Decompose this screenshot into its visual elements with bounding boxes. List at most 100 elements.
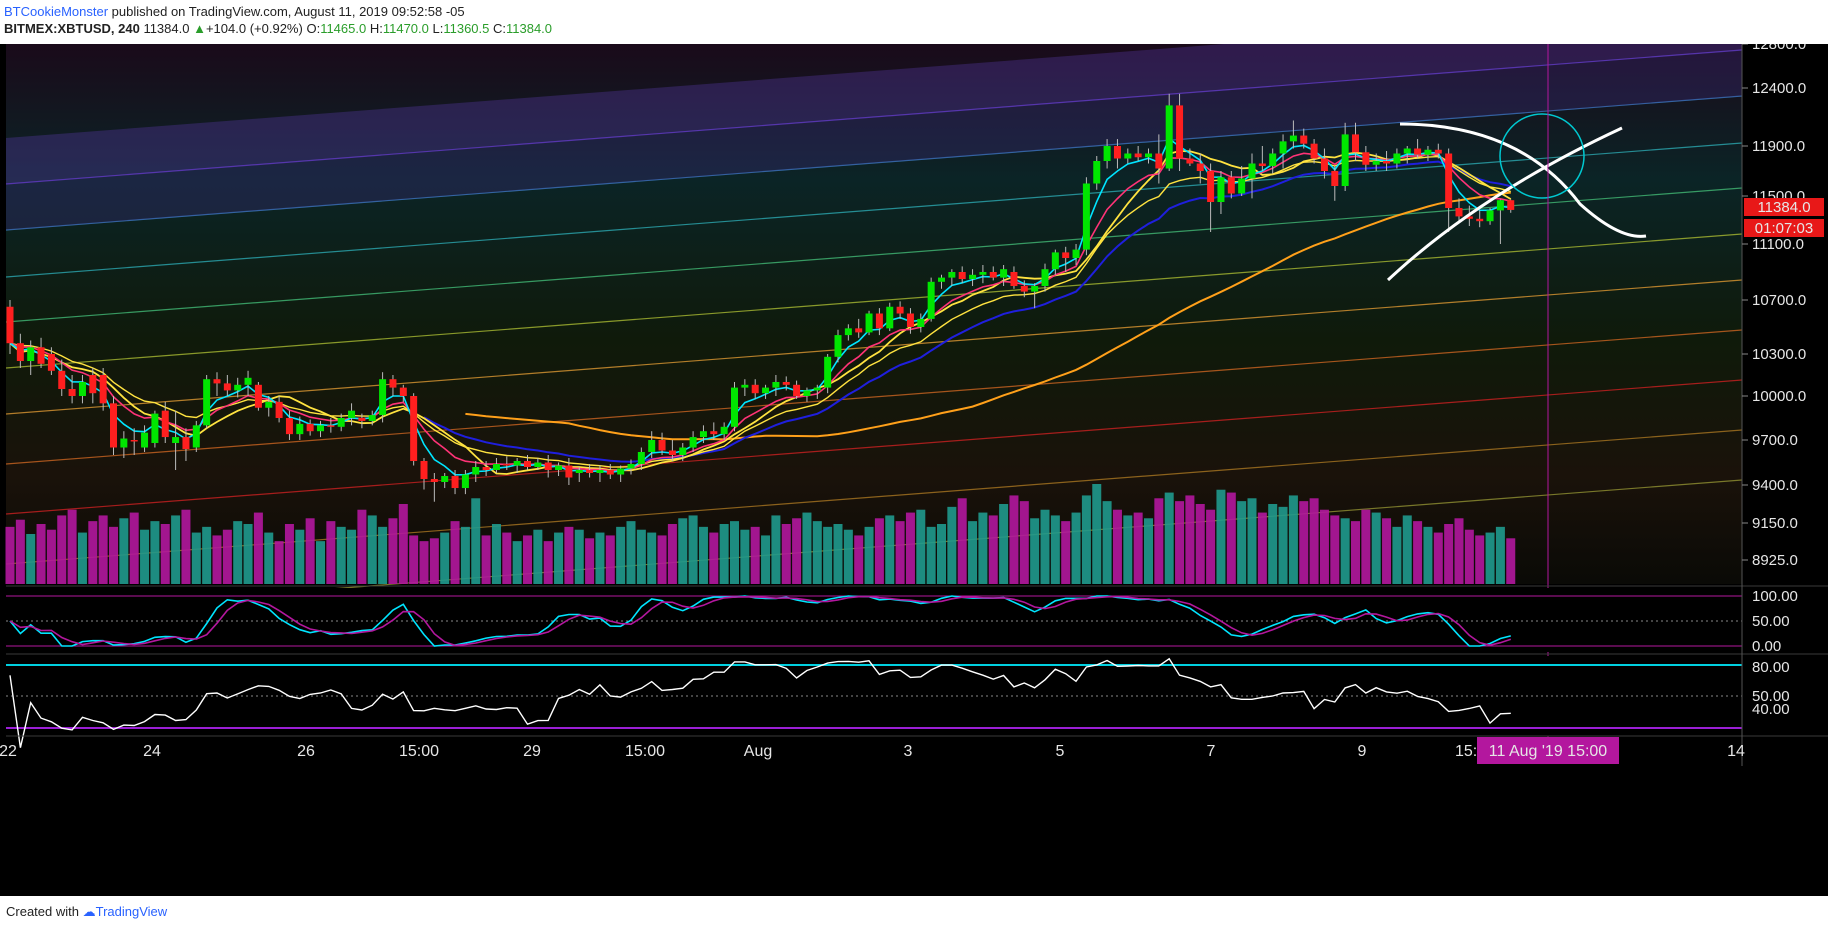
price-tick-label: 9150.0 [1752,515,1798,532]
candle-body [120,438,128,448]
time-tick-label: 7 [1207,743,1216,760]
candle-body [1507,200,1515,210]
volume-bar [968,521,978,584]
candle-body [875,313,883,329]
drawn-circle [1499,113,1585,199]
volume-bar [1030,518,1040,584]
volume-bar [1206,509,1216,584]
candle-body [379,379,387,416]
volume-bar [730,521,739,584]
volume-bar [419,541,429,584]
candle-body [68,389,76,396]
channel-line [5,279,1743,415]
candle-body [358,418,366,421]
candle-body [337,418,345,427]
channel-band [6,50,1742,230]
volume-bar [605,535,615,584]
tradingview-brand[interactable]: TradingView [95,904,168,919]
volume-bar [626,521,636,584]
author-link[interactable]: BTCookieMonster [4,4,109,19]
candle-body [317,425,324,432]
candle-body [234,384,242,391]
candle-body [637,452,645,464]
candle-body [575,470,583,473]
price-axis[interactable]: 12800.012400.011900.011500.011100.010700… [1742,44,1806,569]
volume-bar [46,529,56,584]
time-tick-label: 9 [1358,743,1367,760]
candle-body [1062,252,1070,258]
price-chart[interactable]: 12800.012400.011900.011500.011100.010700… [0,44,1828,896]
candle-body [461,474,469,489]
candle-body [1279,141,1287,154]
volume-bar [347,529,357,584]
candle-body [1000,269,1008,278]
volume-bar [926,526,936,584]
candle-body [1186,158,1194,164]
candle-body [275,401,283,418]
candle-body [731,387,738,427]
candle-body [865,313,873,333]
volume-bars [5,484,1516,584]
candle-body [172,437,180,443]
price-tick-label: 12800.0 [1752,44,1806,53]
candle-body [710,431,718,435]
volume-bar [253,512,263,584]
osc2-tick-label: 50.00 [1752,688,1790,705]
candle-countdown: 01:07:03 [1755,220,1813,237]
volume-bar [1175,501,1185,584]
candle-body [213,379,221,384]
volume-bar [1413,521,1423,584]
volume-bar [233,521,243,584]
candle-body [1445,153,1453,208]
price-tick-label: 11100.0 [1752,236,1804,253]
candle-body [47,354,55,371]
osc2-tick-label: 80.00 [1752,659,1790,676]
candle-body [524,461,531,467]
volume-bar [523,535,532,584]
volume-bar [1382,518,1392,584]
candle-body [6,306,14,344]
volume-bar [1102,501,1112,584]
candle-body [1372,161,1380,165]
candle-body [565,465,573,478]
low-label: L: [432,21,444,36]
price-label-tag: 11384.0 01:07:03 [1744,198,1824,237]
candle-body [1227,177,1235,194]
candle-body [606,470,614,475]
volume-bar [367,515,377,584]
volume-bar [616,526,626,584]
volume-bar [554,532,564,584]
candle-body [223,383,231,391]
osc1-tick-label: 50.00 [1752,613,1790,630]
candle-body [679,447,687,455]
regression-channel [5,44,1743,615]
volume-bar [1288,495,1298,584]
volume-bar [1112,509,1122,584]
candle-body [648,440,656,452]
volume-bar [874,518,884,584]
price-tick-label: 8925.0 [1752,552,1798,569]
volume-bar [771,515,781,584]
candle-body [1010,272,1018,286]
candle-body [1383,161,1391,164]
symbol-info-bar: BITMEX:XBTUSD, 240 11384.0 ▲+104.0 (+0.9… [4,21,552,36]
volume-bar [1340,518,1350,584]
volume-bar [905,512,915,584]
candle-body [472,467,480,475]
time-tick-label: Aug [744,743,772,760]
time-tick-label: 5 [1056,743,1065,760]
volume-bar [657,535,667,584]
candle-body [989,272,997,278]
osc1-tick-label: 0.00 [1752,638,1781,655]
candle-body [969,274,977,279]
volume-bar [792,518,802,584]
candle-body [1455,208,1463,217]
candle-body [1145,153,1152,158]
volume-bar [1009,495,1019,584]
time-tick-label: 15:00 [399,743,439,760]
volume-bar [512,541,522,584]
candle-body [927,281,935,319]
channel-line [5,329,1743,465]
main-pane [6,44,1742,584]
volume-bar [481,535,491,584]
